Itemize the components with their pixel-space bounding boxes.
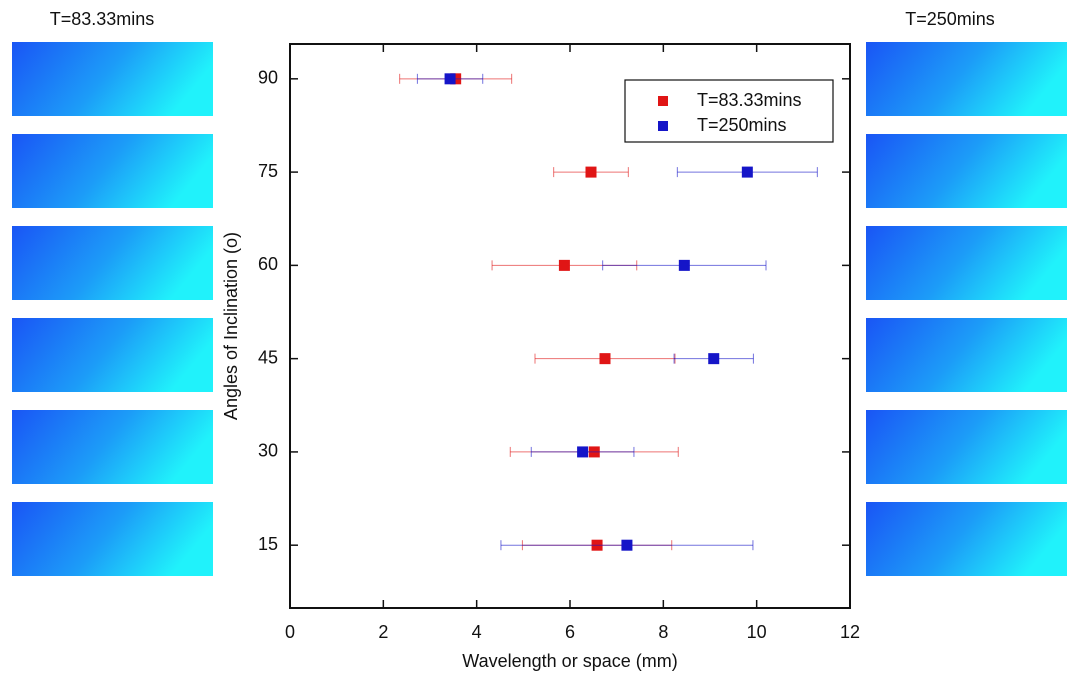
photo [866,502,1067,576]
panel-label: T=250mins [905,9,995,29]
x-tick-label: 10 [747,622,767,642]
y-axis-label: Angles of Inclination (o) [221,232,241,420]
point [621,539,633,551]
right-photos [866,42,1067,576]
photo [12,42,213,116]
point [444,73,456,85]
panel-label: T=83.33mins [50,9,155,29]
point [599,353,611,365]
point [678,259,690,271]
photo [866,318,1067,392]
legend-label: T=250mins [697,115,787,135]
point [585,166,597,178]
y-tick-label: 75 [258,161,278,181]
x-tick-label: 6 [565,622,575,642]
photo [12,134,213,208]
x-axis-label: Wavelength or space (mm) [462,651,677,671]
point [558,259,570,271]
photo [866,134,1067,208]
x-tick-label: 2 [378,622,388,642]
photo [866,42,1067,116]
y-tick-label: 45 [258,347,278,367]
photo [12,410,213,484]
photo [866,410,1067,484]
legend-swatch [658,96,668,106]
point [577,446,589,458]
photo [12,226,213,300]
photo [12,502,213,576]
point [741,166,753,178]
legend [624,79,834,143]
photo [866,226,1067,300]
x-tick-label: 12 [840,622,860,642]
x-tick-label: 8 [658,622,668,642]
y-tick-label: 90 [258,68,278,88]
legend-swatch [658,121,668,131]
y-tick-label: 15 [258,534,278,554]
y-tick-label: 30 [258,441,278,461]
x-tick-label: 4 [472,622,482,642]
left-photos [12,42,213,576]
x-tick-label: 0 [285,622,295,642]
photo [12,318,213,392]
y-tick-label: 60 [258,254,278,274]
point [708,353,720,365]
legend-label: T=83.33mins [697,90,802,110]
